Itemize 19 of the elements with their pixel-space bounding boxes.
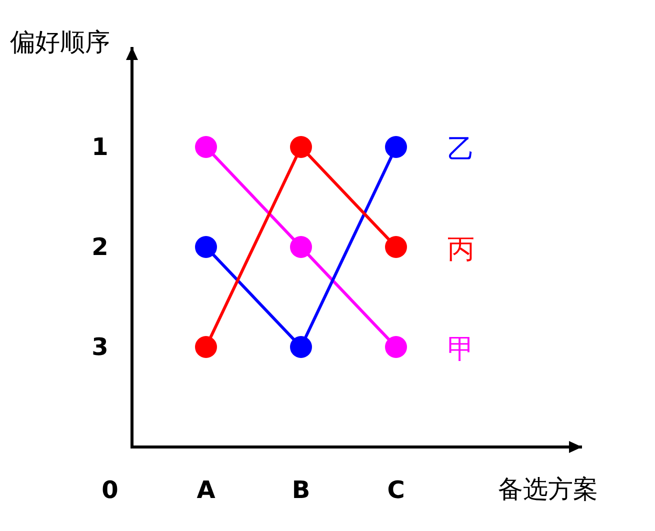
- point: [290, 136, 312, 158]
- point: [195, 236, 217, 258]
- point: [195, 336, 217, 358]
- x-axis-title: 备选方案: [498, 476, 598, 504]
- point: [385, 336, 407, 358]
- point: [385, 236, 407, 258]
- x-tick-label: C: [387, 476, 405, 504]
- x-tick-label: B: [292, 476, 310, 504]
- point: [290, 336, 312, 358]
- y-tick-label: 3: [92, 333, 108, 361]
- point: [385, 136, 407, 158]
- x-tick-label: A: [196, 476, 216, 504]
- point: [195, 136, 217, 158]
- text: 0: [102, 476, 118, 504]
- legend: 乙 丙 甲: [448, 134, 474, 364]
- y-tick-label: 2: [92, 233, 108, 261]
- point: [290, 236, 312, 258]
- y-tick-label: 1: [92, 133, 108, 161]
- y-axis-title: 偏好顺序: [10, 28, 110, 56]
